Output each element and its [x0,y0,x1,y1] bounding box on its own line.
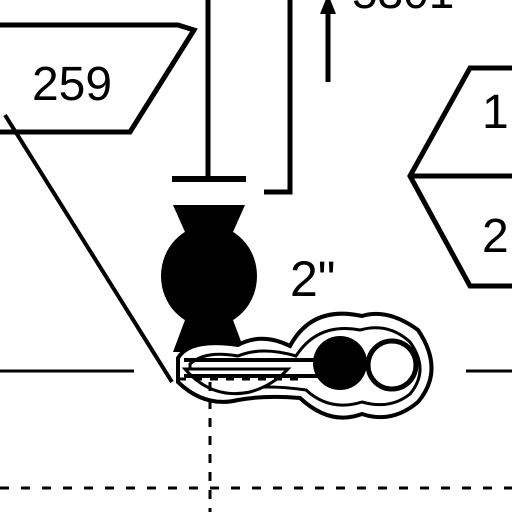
callout-right-bottom-text: 2 [482,210,509,263]
pipe-size-label: 2" [290,251,336,307]
leader-line-left [3,113,174,384]
callout-left-hexagon [0,22,198,135]
callout-right: 1 2 [407,65,512,289]
callout-left-number: 259 [32,58,112,111]
bracket-line [264,0,293,195]
flow-arrow-icon [320,0,336,82]
riser-icon [176,311,434,420]
callout-left: 259 [0,22,198,135]
gate-valve-icon [161,205,257,352]
top-partial-text: 5301 [352,0,454,18]
callout-right-top-text: 1 [482,86,509,139]
